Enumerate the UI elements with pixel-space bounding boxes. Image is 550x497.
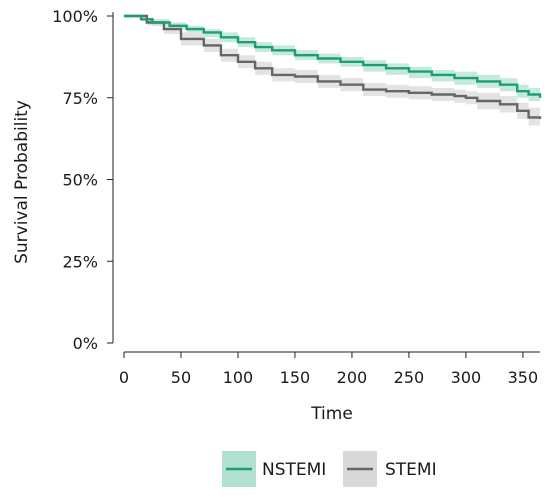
y-tick-label: 50% (62, 171, 98, 190)
confidence-bands (124, 16, 540, 129)
curve-stemi (124, 14, 542, 119)
x-tick-label: 250 (394, 368, 425, 387)
x-tick-label: 50 (171, 368, 191, 387)
x-tick-label: 100 (223, 368, 254, 387)
y-axis-title: Survival Probability (12, 100, 32, 264)
curve-nstemi (124, 14, 542, 98)
y-tick-label: 75% (62, 89, 98, 108)
y-tick-label: 0% (73, 334, 98, 353)
legend-label-stemi: STEMI (385, 460, 437, 480)
legend: NSTEMI STEMI (222, 451, 437, 487)
ci-band-stemi (124, 16, 540, 129)
x-tick-label: 350 (508, 368, 539, 387)
x-tick-label: 150 (280, 368, 311, 387)
x-axis-title: Time (310, 404, 353, 424)
x-tick-label: 300 (451, 368, 482, 387)
survival-curves (124, 14, 542, 119)
x-tick-label: 0 (119, 368, 129, 387)
axes: 0% 25% 50% 75% 100% 0 50 100 150 200 250 300 350 (52, 7, 540, 387)
x-tick-label: 200 (337, 368, 368, 387)
legend-label-nstemi: NSTEMI (262, 460, 326, 480)
y-tick-label: 25% (62, 252, 98, 271)
y-tick-label: 100% (52, 7, 98, 26)
